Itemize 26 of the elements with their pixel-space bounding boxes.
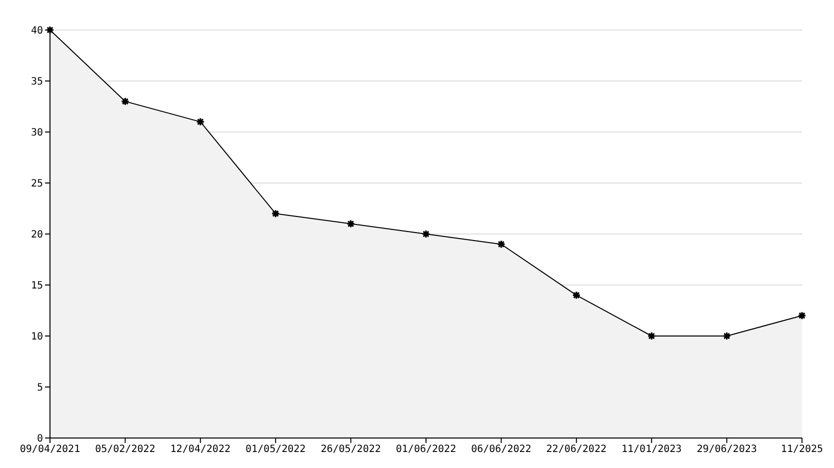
y-tick-label: 35	[30, 76, 43, 88]
x-tick-label: 12/04/2022	[170, 444, 231, 456]
y-tick-label: 20	[30, 230, 43, 241]
y-tick-label: 15	[30, 280, 43, 292]
x-tick-label: 01/06/2022	[396, 444, 456, 456]
x-tick-label: 06/06/2022	[471, 444, 532, 456]
y-tick-label: 30	[30, 128, 43, 139]
x-tick-label: 22/06/2022	[546, 444, 607, 456]
point	[196, 118, 205, 126]
x-tick-label: 11/01/2023	[621, 444, 682, 456]
x-tick-label: 05/02/2022	[95, 444, 156, 456]
y-tick-label: 0	[36, 434, 43, 445]
x-tick-label: 09/04/2021	[20, 444, 80, 456]
x-tick-label: 11/2025	[780, 444, 824, 456]
point	[572, 290, 581, 300]
point	[346, 220, 356, 228]
y-tick-label: 25	[30, 178, 43, 190]
x-tick-label: 26/05/2022	[320, 444, 381, 456]
y-tick-label: 10	[30, 332, 43, 343]
point	[496, 240, 506, 248]
y-tick-label: 40	[30, 26, 43, 37]
y-tick-label: 5	[36, 382, 43, 394]
point	[120, 97, 130, 106]
x-tick-label: 01/05/2022	[245, 444, 306, 456]
x-tick-label: 29/06/2023	[696, 444, 757, 456]
point	[722, 332, 732, 340]
